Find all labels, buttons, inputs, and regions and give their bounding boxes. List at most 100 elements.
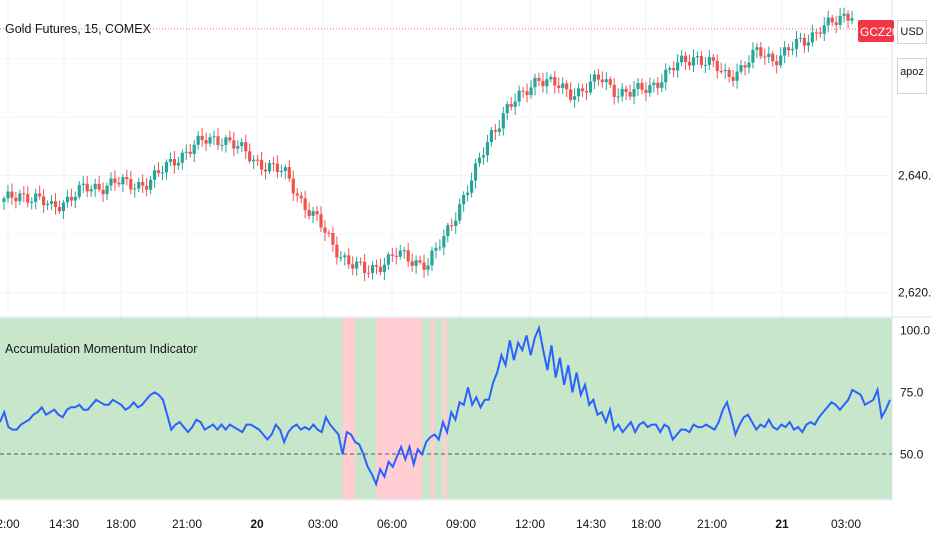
candle-body xyxy=(454,220,458,226)
candle-body xyxy=(501,113,505,129)
candle-body xyxy=(26,193,30,203)
candle-body xyxy=(192,144,196,154)
time-tick-label: 18:00 xyxy=(106,517,136,531)
candle-body xyxy=(549,76,553,80)
candle-body xyxy=(347,255,351,265)
candle-body xyxy=(632,88,636,97)
candle-body xyxy=(351,264,355,269)
candle-body xyxy=(513,101,517,107)
candle-body xyxy=(565,83,569,90)
candle-body xyxy=(434,248,438,251)
candle-body xyxy=(176,162,180,166)
candle-body xyxy=(561,83,565,88)
candle-body xyxy=(446,225,450,237)
time-tick-label: 09:00 xyxy=(446,517,476,531)
candle-body xyxy=(93,183,97,190)
candle-body xyxy=(283,167,287,172)
candle-body xyxy=(541,80,545,87)
candlestick-series[interactable] xyxy=(2,7,854,282)
candle-body xyxy=(366,272,371,274)
candle-body xyxy=(731,76,735,81)
candle-body xyxy=(735,71,739,81)
candle-body xyxy=(18,193,22,202)
candle-body xyxy=(73,196,77,201)
time-tick-label: 21:00 xyxy=(697,517,727,531)
candle-body xyxy=(715,60,719,71)
price-tick-label: 2,640.0 xyxy=(898,169,932,183)
time-tick-label: 18:00 xyxy=(631,517,661,531)
candle-body xyxy=(711,57,715,61)
candle-body xyxy=(573,96,577,100)
candle-body xyxy=(256,159,260,161)
candle-body xyxy=(406,250,410,262)
candle-body xyxy=(362,261,367,273)
candle-body xyxy=(355,261,359,269)
candle-body xyxy=(30,201,34,203)
candle-body xyxy=(672,68,676,71)
indicator-axis-ticks: 100.0 75.0 50.0 xyxy=(900,323,930,461)
candle-body xyxy=(600,79,604,83)
candle-body xyxy=(97,183,101,190)
candle-body xyxy=(331,233,335,245)
candle-body xyxy=(10,191,14,198)
candle-body xyxy=(779,55,783,66)
candle-body xyxy=(164,161,169,173)
candle-body xyxy=(592,74,597,82)
candle-body xyxy=(117,182,121,185)
candle-body xyxy=(695,56,700,58)
candle-body xyxy=(65,196,70,203)
candle-body xyxy=(244,142,248,152)
candle-body xyxy=(822,25,826,34)
candle-body xyxy=(612,84,616,97)
candle-body xyxy=(49,201,54,204)
candle-body xyxy=(727,69,731,77)
candle-body xyxy=(719,70,723,72)
candle-body xyxy=(418,260,422,263)
candle-body xyxy=(656,82,660,88)
candle-body xyxy=(156,170,161,173)
candle-body xyxy=(42,196,46,206)
candle-body xyxy=(608,79,612,85)
candle-body xyxy=(259,160,264,170)
candle-body xyxy=(77,185,81,197)
candle-body xyxy=(6,191,10,199)
candle-body xyxy=(485,142,490,156)
time-tick-label: 12:00 xyxy=(515,517,545,531)
candle-body xyxy=(850,18,854,21)
candle-body xyxy=(45,203,50,206)
candle-body xyxy=(382,264,387,273)
scale-mode-button[interactable]: apoz xyxy=(897,58,927,94)
candle-body xyxy=(505,104,509,114)
candle-body xyxy=(275,163,280,172)
candle-body xyxy=(339,257,343,259)
candle-body xyxy=(410,261,414,266)
candle-body xyxy=(703,64,707,66)
time-tick-label: 03:00 xyxy=(308,517,338,531)
candle-body xyxy=(747,62,751,68)
candle-body xyxy=(683,55,688,62)
last-price-badge xyxy=(858,20,894,42)
red-zone xyxy=(430,318,435,499)
candle-body xyxy=(34,193,38,202)
time-axis-ticks: 2:00 14:30 18:00 21:00 20 03:00 06:00 09:00 12:0… xyxy=(0,517,861,531)
symbol-title[interactable]: Gold Futures, 15, COMEX xyxy=(5,22,152,36)
candle-body xyxy=(545,79,549,87)
candle-body xyxy=(220,144,224,146)
candle-body xyxy=(786,47,791,51)
candle-body xyxy=(184,151,188,153)
candle-body xyxy=(303,198,307,211)
candle-body xyxy=(137,182,141,189)
candle-body xyxy=(438,247,442,249)
candle-body xyxy=(473,163,478,181)
currency-button[interactable]: USD xyxy=(897,20,927,44)
candle-body xyxy=(497,128,501,132)
candle-body xyxy=(660,82,664,88)
candle-body xyxy=(335,244,339,258)
candle-body xyxy=(775,61,779,66)
indicator-title[interactable]: Accumulation Momentum Indicator xyxy=(5,342,197,356)
candle-body xyxy=(569,89,573,100)
candle-body xyxy=(806,42,811,46)
candle-body xyxy=(398,250,402,257)
indicator-line[interactable] xyxy=(0,324,891,488)
